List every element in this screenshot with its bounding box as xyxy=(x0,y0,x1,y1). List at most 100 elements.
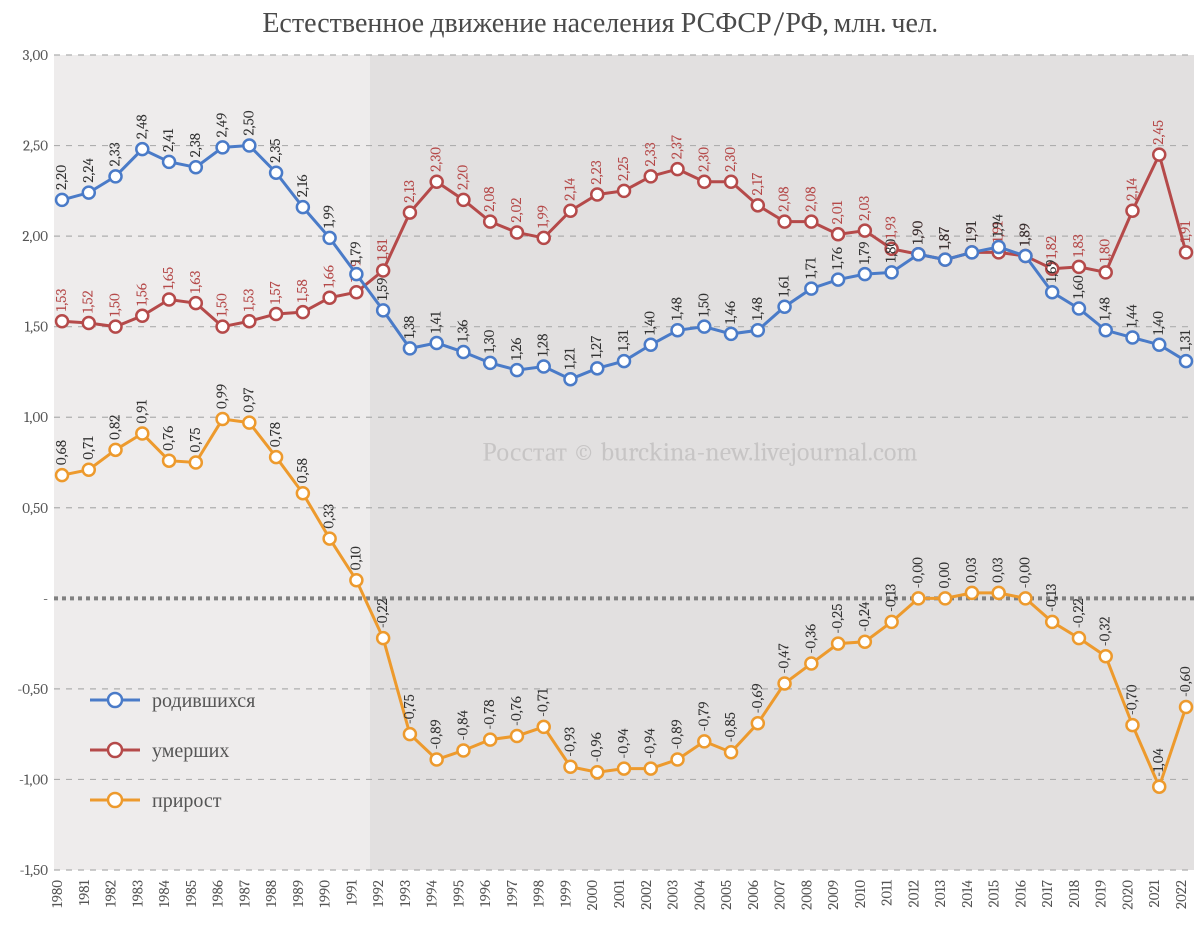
x-tick-label: 2003 xyxy=(664,880,682,910)
births-marker xyxy=(324,232,336,244)
x-tick-label: 2008 xyxy=(797,880,815,910)
growth-value-label: 0,75 xyxy=(186,427,204,452)
x-tick-label: 2017 xyxy=(1038,880,1056,907)
births-marker xyxy=(859,268,871,280)
growth-marker xyxy=(270,451,282,463)
births-marker xyxy=(591,362,603,374)
deaths-value-label: 2,17 xyxy=(748,173,766,196)
growth-value-label: 0,71 xyxy=(79,436,97,460)
deaths-marker xyxy=(484,216,496,228)
births-marker xyxy=(618,355,630,367)
growth-value-label: 0,91 xyxy=(132,400,150,424)
deaths-marker xyxy=(1100,266,1112,278)
births-marker xyxy=(564,373,576,385)
births-value-label: 2,35 xyxy=(266,139,284,163)
births-value-label: 2,38 xyxy=(186,133,204,157)
deaths-marker xyxy=(83,317,95,329)
births-value-label: 2,33 xyxy=(106,142,124,166)
deaths-value-label: 1,56 xyxy=(132,283,150,306)
births-marker xyxy=(939,254,951,266)
legend-label-births: родившихся xyxy=(152,689,255,712)
growth-marker xyxy=(484,734,496,746)
x-tick-label: 2010 xyxy=(851,880,869,908)
births-marker xyxy=(83,187,95,199)
deaths-value-label: 2,30 xyxy=(694,147,712,172)
x-tick-label: 2019 xyxy=(1092,880,1110,907)
deaths-value-label: 2,33 xyxy=(641,142,659,166)
growth-marker xyxy=(350,574,362,586)
growth-value-label: -0,71 xyxy=(534,688,552,717)
growth-marker xyxy=(564,761,576,773)
deaths-marker xyxy=(297,306,309,318)
deaths-value-label: 1,81 xyxy=(373,239,391,261)
births-marker xyxy=(672,324,684,336)
births-value-label: 1,69 xyxy=(1042,260,1060,283)
x-tick-label: 2001 xyxy=(610,879,628,908)
growth-value-label: -0,22 xyxy=(373,598,391,628)
births-value-label: 1,71 xyxy=(801,257,819,279)
births-marker xyxy=(270,167,282,179)
births-marker xyxy=(110,170,122,182)
births-marker xyxy=(377,304,389,316)
line-chart: -1,50-1,00-0,50-0,501,001,502,002,503,00… xyxy=(0,0,1200,929)
births-value-label: 1,91 xyxy=(962,221,980,243)
births-marker xyxy=(886,266,898,278)
growth-marker xyxy=(431,754,443,766)
growth-value-label: 0,68 xyxy=(52,440,70,465)
y-tick-label: - xyxy=(43,589,48,607)
x-tick-label: 1990 xyxy=(316,880,334,908)
growth-value-label: 0,97 xyxy=(239,388,257,413)
births-value-label: 1,60 xyxy=(1069,275,1087,299)
growth-value-label: -0,32 xyxy=(1096,617,1114,647)
births-marker xyxy=(779,301,791,313)
deaths-marker xyxy=(1153,149,1165,161)
growth-value-label: 0,82 xyxy=(106,415,124,440)
x-tick-label: 1980 xyxy=(48,880,66,908)
deaths-marker xyxy=(190,297,202,309)
births-value-label: 2,41 xyxy=(159,128,177,152)
births-marker xyxy=(832,274,844,286)
deaths-marker xyxy=(163,294,175,306)
x-tick-label: 2012 xyxy=(904,880,922,907)
growth-value-label: 0,03 xyxy=(962,557,980,583)
growth-value-label: -0,96 xyxy=(587,732,605,762)
watermark: Росстат © burckina-new.livejournal.com xyxy=(482,438,917,468)
births-value-label: 1,99 xyxy=(320,205,338,228)
x-tick-label: 2011 xyxy=(878,879,896,905)
growth-value-label: 0,03 xyxy=(989,557,1007,583)
births-marker xyxy=(350,268,362,280)
deaths-value-label: 2,23 xyxy=(587,160,605,184)
chart-title: Естественное движение населения РСФСР/РФ… xyxy=(262,7,937,39)
deaths-marker xyxy=(538,232,550,244)
growth-marker xyxy=(110,444,122,456)
deaths-value-label: 2,03 xyxy=(855,196,873,221)
deaths-marker xyxy=(672,163,684,175)
births-marker xyxy=(966,246,978,258)
births-value-label: 1,31 xyxy=(614,330,632,351)
deaths-value-label: 1,65 xyxy=(159,267,177,290)
births-marker xyxy=(243,140,255,152)
births-marker xyxy=(698,321,710,333)
births-value-label: 1,90 xyxy=(908,221,926,245)
deaths-value-label: 1,91 xyxy=(1176,221,1194,243)
deaths-value-label: 2,20 xyxy=(453,165,471,190)
y-tick-label: -1,50 xyxy=(20,861,49,879)
y-tick-label: -1,00 xyxy=(19,770,48,788)
deaths-value-label: 1,83 xyxy=(1069,234,1087,257)
births-marker xyxy=(431,337,443,349)
births-marker xyxy=(511,364,523,376)
x-tick-label: 1992 xyxy=(369,880,387,907)
growth-value-label: -0,93 xyxy=(560,727,578,757)
deaths-value-label: 1,82 xyxy=(1042,236,1060,259)
deaths-value-label: 2,14 xyxy=(1122,177,1140,201)
y-tick-label: 0,50 xyxy=(22,499,48,517)
births-marker xyxy=(993,241,1005,253)
births-value-label: 1,48 xyxy=(668,297,686,320)
growth-marker xyxy=(377,632,389,644)
deaths-value-label: 1,53 xyxy=(239,289,257,312)
growth-value-label: -0,24 xyxy=(855,601,873,632)
deaths-marker xyxy=(618,185,630,197)
growth-value-label: -0,36 xyxy=(801,624,819,654)
y-tick-label: 2,00 xyxy=(22,227,48,245)
x-tick-label: 1988 xyxy=(262,880,280,907)
